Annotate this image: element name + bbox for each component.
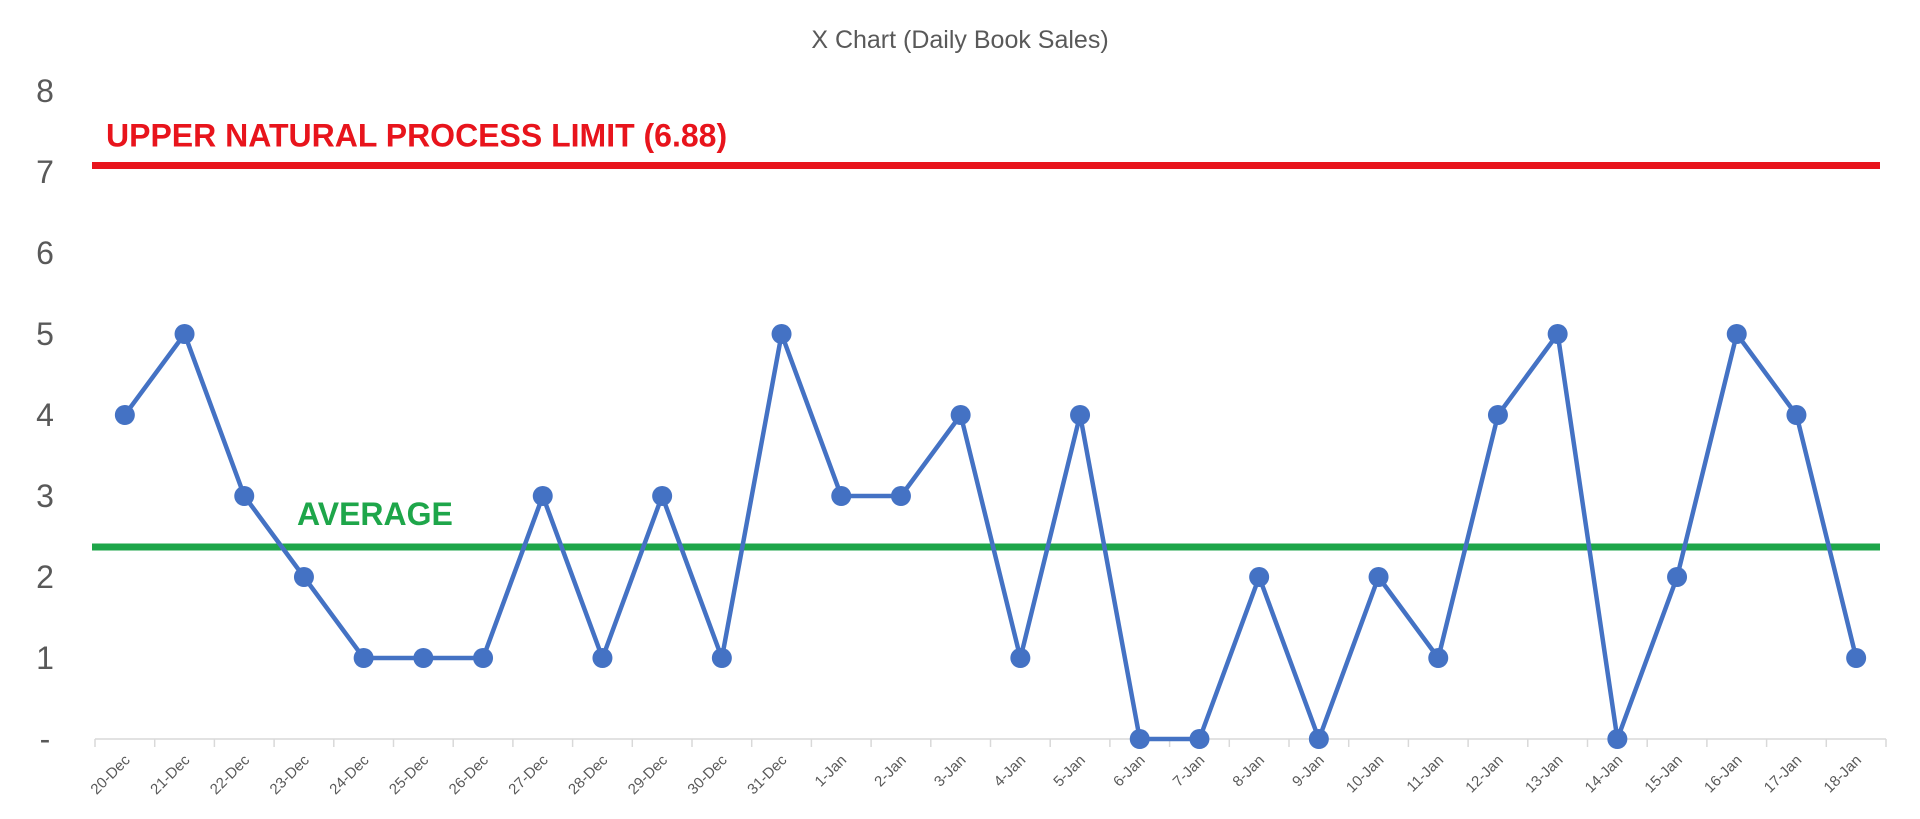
x-tick-label: 23-Dec <box>267 751 314 798</box>
x-tick-label: 29-Dec <box>625 751 672 798</box>
x-tick-label: 11-Jan <box>1403 752 1447 796</box>
x-tick-label: 30-Dec <box>684 751 731 798</box>
y-tick-label: - <box>40 721 51 757</box>
data-point <box>1667 567 1688 587</box>
x-tick-label: 12-Jan <box>1462 752 1506 796</box>
data-point <box>174 324 195 344</box>
x-tick-label: 21-Dec <box>147 751 194 798</box>
data-point <box>771 324 792 344</box>
data-point <box>114 405 135 425</box>
data-point <box>1189 729 1210 749</box>
data-point <box>1308 729 1329 749</box>
x-tick-label: 16-Jan <box>1701 752 1745 796</box>
data-point <box>1786 405 1807 425</box>
x-tick-label: 27-Dec <box>505 751 552 798</box>
data-point <box>1249 567 1270 587</box>
y-tick-label: 8 <box>36 73 54 109</box>
data-point <box>1129 729 1150 749</box>
data-point <box>1368 567 1389 587</box>
x-tick-label: 7-Jan <box>1170 752 1209 791</box>
y-tick-label: 2 <box>36 559 54 595</box>
chart-title: X Chart (Daily Book Sales) <box>811 26 1108 54</box>
x-tick-label: 13-Jan <box>1522 752 1566 796</box>
data-point <box>1070 405 1091 425</box>
x-tick-label: 2-Jan <box>871 752 910 791</box>
x-tick-label: 9-Jan <box>1289 752 1328 791</box>
x-tick-label: 20-Dec <box>87 751 134 798</box>
data-point <box>711 648 732 668</box>
data-point <box>950 405 971 425</box>
data-point <box>1846 648 1867 668</box>
series-line <box>122 331 1859 742</box>
y-tick-label: 3 <box>36 478 54 514</box>
data-point <box>473 648 494 668</box>
data-point <box>592 648 613 668</box>
x-tick-label: 25-Dec <box>386 751 433 798</box>
x-tick-label: 17-Jan <box>1761 752 1805 796</box>
y-tick-label: 4 <box>36 397 54 433</box>
x-tick-label: 15-Jan <box>1641 752 1685 796</box>
x-tick-label: 24-Dec <box>326 751 373 798</box>
y-tick-label: 5 <box>36 316 54 352</box>
x-tick-label: 22-Dec <box>207 751 254 798</box>
y-tick-label: 1 <box>36 640 54 676</box>
data-point <box>413 648 434 668</box>
x-tick-label: 26-Dec <box>446 751 493 798</box>
y-tick-label: 6 <box>36 235 54 271</box>
x-tick-label: 31-Dec <box>744 751 791 798</box>
x-tick-label: 8-Jan <box>1229 752 1268 791</box>
x-tick-label: 14-Jan <box>1582 752 1626 796</box>
data-point <box>353 648 374 668</box>
reference-line-label: AVERAGE <box>297 496 453 532</box>
data-point <box>532 486 553 506</box>
data-point <box>1010 648 1031 668</box>
data-point <box>234 486 255 506</box>
y-tick-label: 7 <box>36 154 54 190</box>
x-tick-label: 3-Jan <box>931 752 970 791</box>
x-tick-label: 18-Jan <box>1821 752 1865 796</box>
data-point <box>1428 648 1449 668</box>
x-tick-label: 6-Jan <box>1110 752 1149 791</box>
data-point <box>890 486 911 506</box>
data-point <box>652 486 673 506</box>
data-point <box>1547 324 1568 344</box>
x-tick-label: 5-Jan <box>1050 752 1089 791</box>
x-tick-label: 1-Jan <box>812 752 851 791</box>
data-point <box>1487 405 1508 425</box>
data-point <box>1607 729 1628 749</box>
data-point <box>831 486 852 506</box>
data-point <box>1726 324 1747 344</box>
x-tick-label: 10-Jan <box>1343 752 1387 796</box>
x-tick-label: 4-Jan <box>991 752 1030 791</box>
reference-line-label: UPPER NATURAL PROCESS LIMIT (6.88) <box>106 118 727 154</box>
x-tick-label: 28-Dec <box>565 751 612 798</box>
data-point <box>293 567 314 587</box>
